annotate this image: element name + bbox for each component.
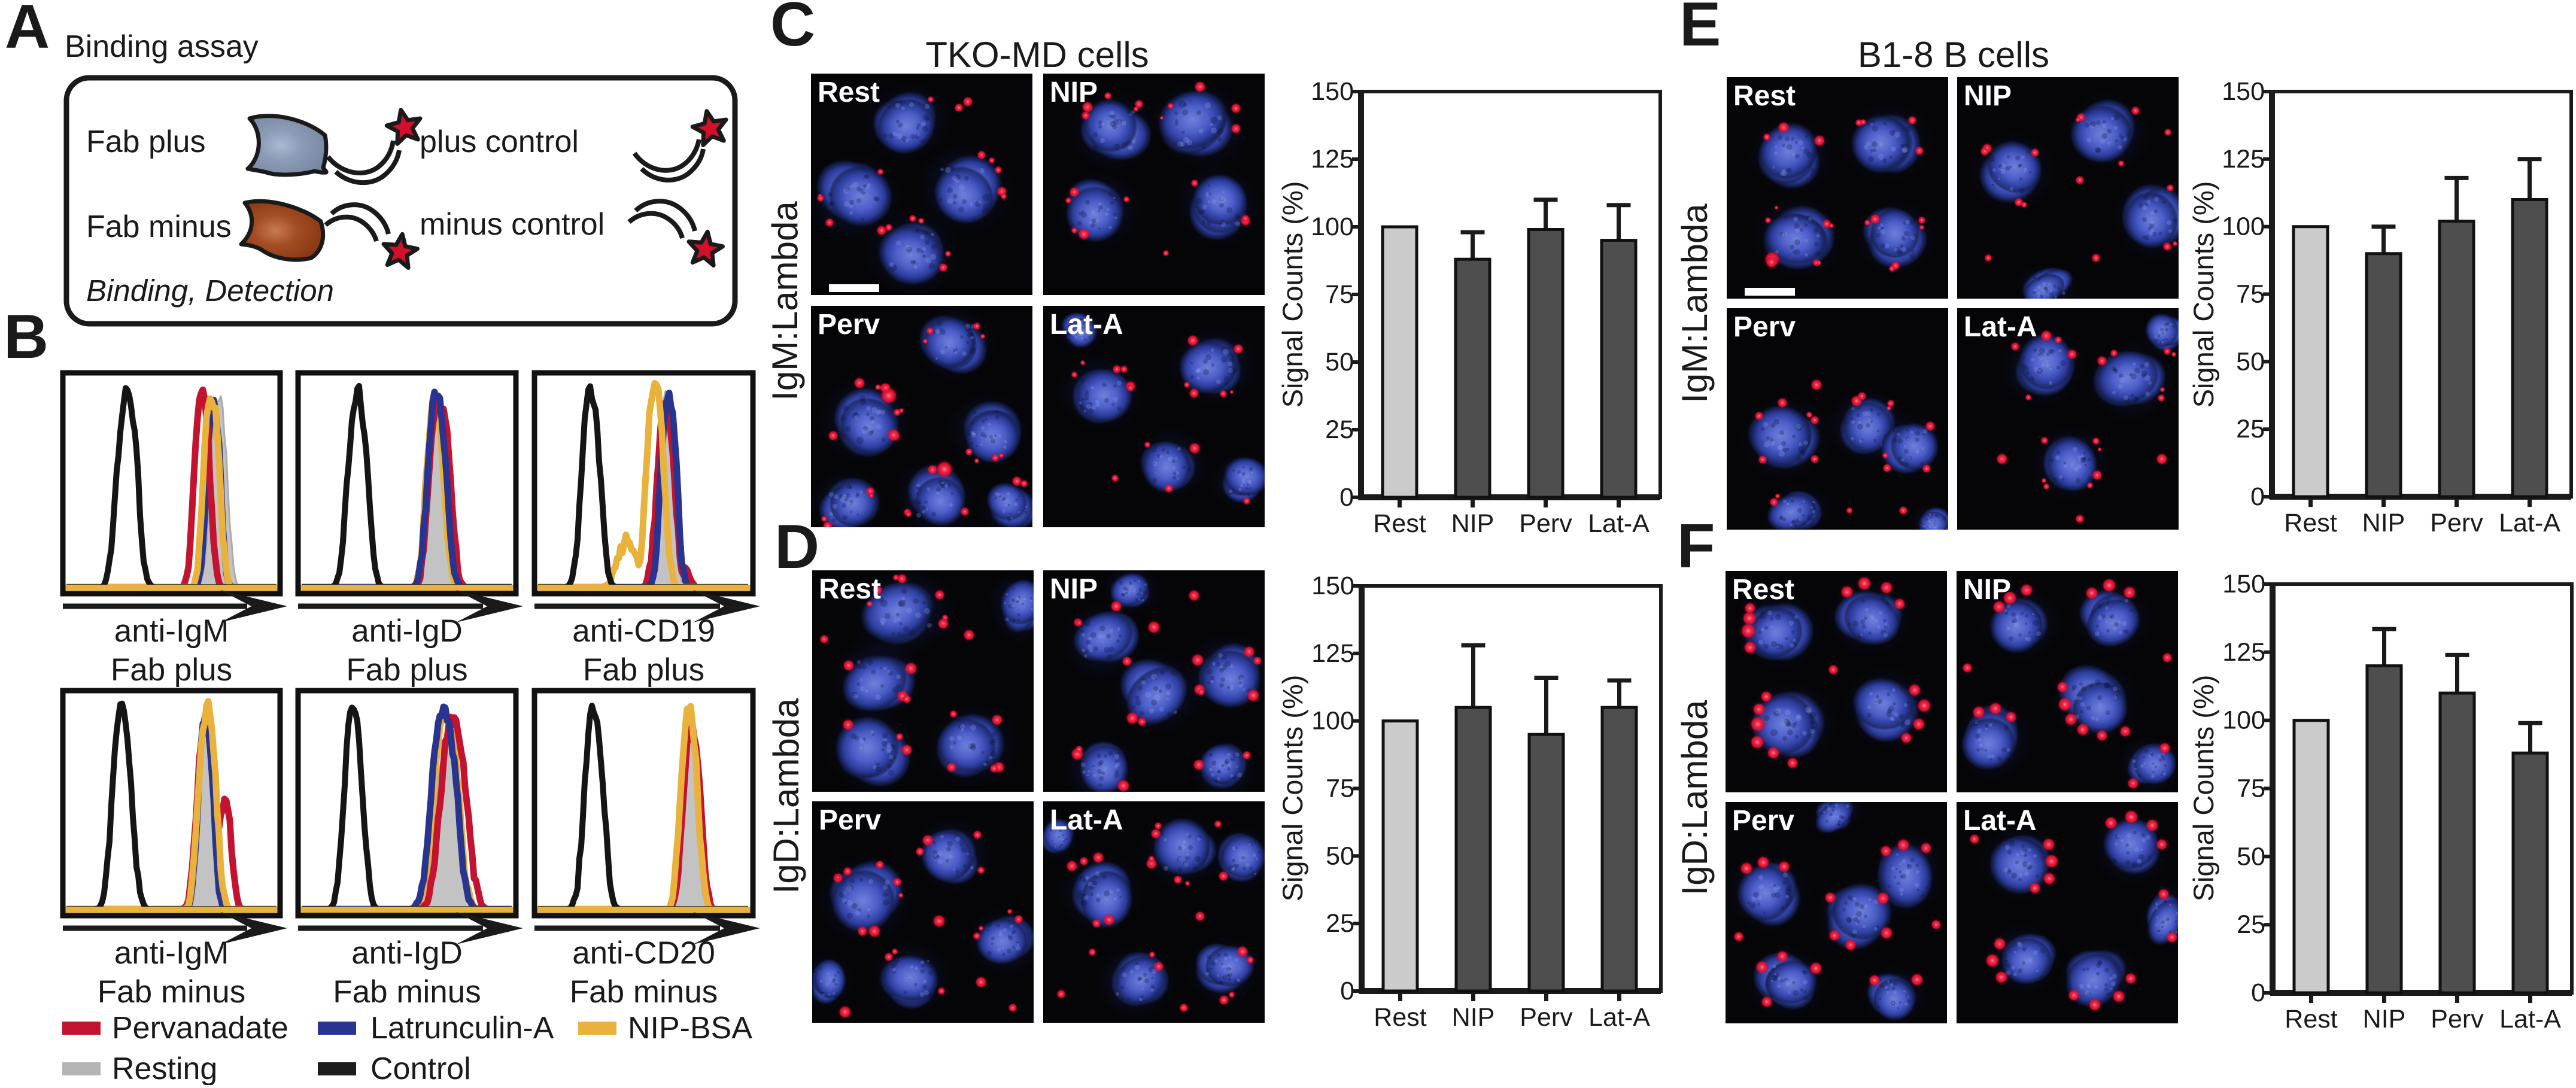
svg-text:Fab minus: Fab minus [98, 974, 245, 1010]
svg-text:50: 50 [2236, 347, 2265, 376]
svg-text:Lat-A: Lat-A [1050, 309, 1123, 341]
svg-text:anti-IgM: anti-IgM [114, 935, 229, 971]
svg-text:Binding assay: Binding assay [65, 29, 259, 64]
svg-text:Rest: Rest [1732, 574, 1794, 606]
svg-text:Fab plus: Fab plus [86, 124, 205, 159]
svg-text:NIP: NIP [2363, 1005, 2406, 1034]
svg-text:E: E [1679, 0, 1721, 59]
svg-text:Fab minus: Fab minus [333, 974, 481, 1010]
svg-text:Perv: Perv [2430, 509, 2483, 537]
svg-text:0: 0 [2250, 482, 2265, 511]
svg-text:Rest: Rest [818, 77, 880, 108]
svg-text:Lat-A: Lat-A [1964, 311, 2037, 343]
svg-text:Rest: Rest [1733, 80, 1796, 112]
svg-text:Lat-A: Lat-A [1588, 1003, 1650, 1032]
svg-text:NIP: NIP [2362, 509, 2405, 537]
svg-text:Signal Counts (%): Signal Counts (%) [2188, 675, 2219, 902]
svg-text:Fab plus: Fab plus [583, 652, 704, 688]
svg-text:Perv: Perv [1520, 1003, 1573, 1032]
svg-text:25: 25 [1326, 909, 1354, 938]
svg-text:B1-8 B cells: B1-8 B cells [1858, 35, 2049, 75]
svg-text:150: 150 [2222, 570, 2265, 598]
svg-text:Fab minus: Fab minus [86, 209, 232, 244]
svg-text:125: 125 [1311, 145, 1354, 174]
svg-text:Rest: Rest [1373, 509, 1426, 538]
svg-text:0: 0 [2251, 978, 2265, 1007]
svg-text:NIP: NIP [1452, 1003, 1495, 1032]
svg-text:0: 0 [1340, 977, 1354, 1005]
svg-text:150: 150 [1311, 77, 1354, 106]
svg-text:Control: Control [370, 1051, 471, 1085]
svg-text:100: 100 [2222, 212, 2265, 241]
svg-text:Resting: Resting [112, 1051, 217, 1085]
svg-text:TKO-MD cells: TKO-MD cells [925, 35, 1149, 75]
svg-text:125: 125 [1311, 639, 1354, 668]
svg-text:Lat-A: Lat-A [2499, 1005, 2561, 1034]
svg-text:125: 125 [2222, 145, 2265, 174]
svg-text:anti-CD20: anti-CD20 [572, 935, 715, 971]
svg-text:50: 50 [1326, 841, 1354, 870]
svg-text:150: 150 [1311, 572, 1354, 600]
svg-text:75: 75 [2237, 774, 2265, 803]
svg-text:Perv: Perv [818, 309, 880, 341]
svg-text:50: 50 [1325, 348, 1354, 376]
svg-text:anti-IgD: anti-IgD [351, 935, 463, 971]
svg-text:Pervanadate: Pervanadate [112, 1011, 288, 1046]
svg-text:IgD:Lambda: IgD:Lambda [1675, 700, 1715, 895]
svg-text:NIP: NIP [1050, 77, 1098, 108]
svg-text:Perv: Perv [1732, 805, 1794, 837]
svg-text:0: 0 [1339, 483, 1354, 512]
svg-text:Lat-A: Lat-A [1963, 805, 2037, 837]
svg-text:minus control: minus control [420, 207, 604, 242]
svg-text:50: 50 [2237, 842, 2265, 871]
svg-text:anti-CD19: anti-CD19 [572, 613, 715, 649]
svg-text:100: 100 [1311, 212, 1354, 241]
svg-text:plus control: plus control [420, 124, 579, 159]
svg-text:NIP: NIP [1964, 80, 2012, 112]
svg-text:Lat-A: Lat-A [2499, 509, 2560, 537]
svg-text:75: 75 [1326, 774, 1354, 803]
svg-text:Rest: Rest [1374, 1003, 1426, 1032]
svg-text:100: 100 [2222, 706, 2265, 735]
svg-text:Lat-A: Lat-A [1050, 804, 1123, 836]
svg-text:C: C [770, 0, 815, 59]
svg-text:NIP: NIP [1050, 573, 1098, 605]
svg-text:Lat-A: Lat-A [1588, 509, 1650, 538]
svg-text:B: B [4, 302, 48, 372]
svg-text:A: A [5, 0, 50, 62]
svg-text:25: 25 [2236, 415, 2265, 443]
svg-text:Signal Counts (%): Signal Counts (%) [1277, 181, 1308, 408]
svg-text:25: 25 [1325, 415, 1354, 444]
svg-text:75: 75 [2236, 280, 2265, 309]
svg-text:Perv: Perv [2431, 1005, 2484, 1034]
svg-text:Rest: Rest [2284, 509, 2337, 537]
svg-text:125: 125 [2222, 638, 2265, 667]
svg-text:Binding, Detection: Binding, Detection [86, 273, 334, 308]
svg-text:anti-IgM: anti-IgM [114, 613, 229, 649]
svg-text:Rest: Rest [2285, 1005, 2337, 1034]
svg-text:NIP: NIP [1963, 574, 2011, 606]
svg-text:Signal Counts (%): Signal Counts (%) [1277, 675, 1308, 902]
svg-text:IgM:Lambda: IgM:Lambda [1675, 203, 1715, 403]
svg-text:25: 25 [2237, 910, 2265, 939]
svg-text:anti-IgD: anti-IgD [351, 613, 463, 649]
svg-text:Rest: Rest [819, 573, 881, 605]
svg-text:Perv: Perv [819, 804, 881, 836]
svg-text:NIP-BSA: NIP-BSA [628, 1011, 752, 1046]
svg-text:Signal Counts (%): Signal Counts (%) [2188, 181, 2219, 408]
svg-text:100: 100 [1311, 707, 1354, 736]
svg-text:Perv: Perv [1733, 311, 1796, 343]
svg-text:F: F [1677, 512, 1715, 581]
svg-text:Fab minus: Fab minus [570, 974, 718, 1010]
svg-text:IgD:Lambda: IgD:Lambda [766, 698, 806, 894]
svg-text:IgM:Lambda: IgM:Lambda [765, 201, 805, 401]
svg-text:Perv: Perv [1519, 509, 1572, 538]
svg-text:Latrunculin-A: Latrunculin-A [370, 1011, 554, 1046]
svg-text:75: 75 [1325, 280, 1354, 309]
svg-text:Fab plus: Fab plus [346, 652, 467, 688]
svg-text:NIP: NIP [1451, 509, 1494, 538]
svg-text:Fab plus: Fab plus [111, 652, 232, 688]
svg-text:150: 150 [2222, 77, 2265, 106]
